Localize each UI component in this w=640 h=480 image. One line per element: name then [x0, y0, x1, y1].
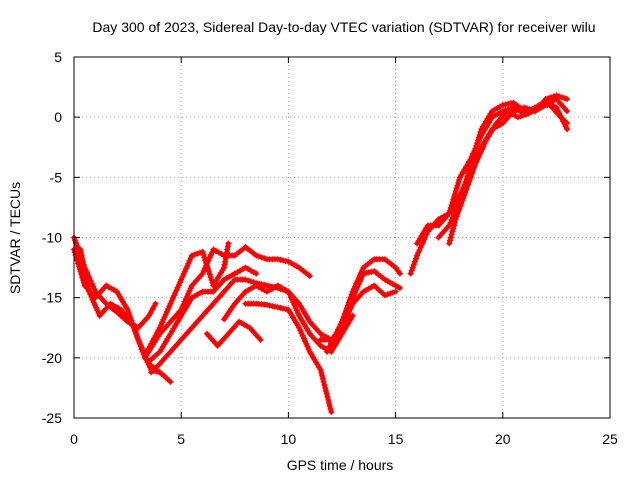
y-tick-label: -15	[42, 290, 62, 306]
data-series	[71, 92, 571, 415]
x-tick-label: 0	[70, 431, 78, 447]
x-axis-label: GPS time / hours	[287, 457, 394, 473]
y-axis-label: SDTVAR / TECUs	[7, 182, 23, 294]
x-tick-label: 15	[388, 431, 404, 447]
y-tick-label: -25	[42, 410, 62, 426]
x-tick-label: 20	[495, 431, 511, 447]
x-tick-label: 5	[177, 431, 185, 447]
markers-track-11	[317, 282, 399, 343]
markers-track-8	[221, 282, 356, 355]
axis-ticks: 0 5 10 15 20 25 -25 -20 -15 -10 -5 0 5	[42, 49, 618, 447]
markers-track-13	[328, 268, 403, 349]
y-tick-label: -5	[50, 169, 63, 185]
markers-track-9	[203, 318, 264, 349]
markers-track-17	[446, 102, 571, 247]
markers-track-6	[146, 264, 260, 365]
x-tick-label: 10	[281, 431, 297, 447]
markers-track-5	[143, 240, 232, 355]
markers-track-10	[242, 300, 335, 415]
plot-frame	[73, 56, 611, 419]
y-tick-label: 0	[54, 109, 62, 125]
series-track-15	[414, 100, 570, 246]
y-tick-label: -10	[42, 230, 62, 246]
y-tick-label: 5	[54, 49, 62, 65]
x-tick-label: 25	[602, 431, 618, 447]
chart-title: Day 300 of 2023, Sidereal Day-to-day VTE…	[92, 19, 595, 35]
y-tick-label: -20	[42, 350, 62, 366]
